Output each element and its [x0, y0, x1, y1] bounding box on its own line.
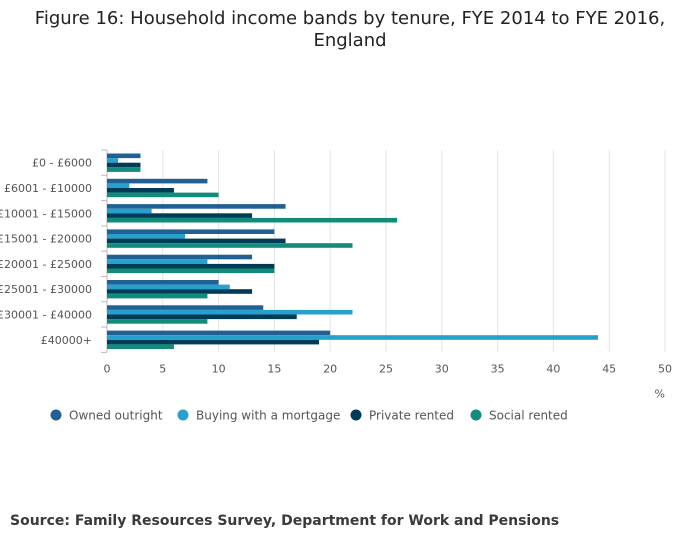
x-axis-label: % — [655, 387, 665, 400]
x-tick-label: 10 — [212, 362, 226, 375]
legend-marker — [350, 409, 362, 421]
y-tick-label: £15001 - £20000 — [0, 233, 92, 246]
bar-social-rented — [107, 217, 398, 223]
bar-buying-with-a-mortgage — [107, 183, 130, 188]
x-tick-label: 30 — [435, 362, 449, 375]
bar-private-rented — [107, 289, 253, 294]
bar-buying-with-a-mortgage — [107, 259, 208, 264]
legend-marker — [50, 409, 62, 421]
bar-private-rented — [107, 238, 286, 244]
bar-private-rented — [107, 162, 141, 168]
legend-label: Owned outright — [69, 409, 163, 423]
x-tick-label: 35 — [491, 362, 505, 375]
bar-owned-outright — [107, 254, 253, 260]
x-tick-label: 0 — [104, 362, 111, 375]
bar-social-rented — [107, 293, 208, 299]
bar-buying-with-a-mortgage — [107, 208, 152, 214]
bar-social-rented — [107, 344, 174, 349]
legend-marker — [470, 409, 482, 421]
bar-owned-outright — [107, 305, 264, 310]
x-tick-label: 40 — [546, 362, 560, 375]
x-tick-label: 25 — [379, 362, 393, 375]
y-tick-label: £0 - £6000 — [32, 157, 92, 170]
y-tick-label: £6001 - £10000 — [4, 182, 92, 195]
y-tick-label: £40000+ — [41, 334, 92, 347]
bar-owned-outright — [107, 178, 208, 184]
y-tick-label: £25001 - £30000 — [0, 283, 92, 296]
bar-buying-with-a-mortgage — [107, 234, 186, 239]
bar-social-rented — [107, 167, 141, 172]
legend-label: Social rented — [489, 409, 568, 423]
bar-owned-outright — [107, 153, 141, 159]
chart-title: Figure 16: Household income bands by ten… — [0, 8, 700, 52]
bar-owned-outright — [107, 280, 219, 285]
bar-buying-with-a-mortgage — [107, 335, 599, 340]
legend-label: Private rented — [369, 409, 454, 423]
legend-label: Buying with a mortgage — [196, 409, 340, 423]
legend-marker — [177, 409, 189, 421]
y-tick-label: £20001 - £25000 — [0, 258, 92, 271]
x-tick-label: 50 — [658, 362, 672, 375]
bar-buying-with-a-mortgage — [107, 284, 230, 290]
bar-private-rented — [107, 263, 275, 269]
bar-private-rented — [107, 314, 297, 320]
bar-owned-outright — [107, 330, 331, 336]
bar-social-rented — [107, 268, 275, 274]
y-tick-label: £10001 - £15000 — [0, 207, 92, 220]
source-note: Source: Family Resources Survey, Departm… — [10, 513, 560, 529]
bar-private-rented — [107, 213, 253, 218]
bar-social-rented — [107, 243, 353, 248]
x-tick-label: 15 — [267, 362, 281, 375]
bar-social-rented — [107, 319, 208, 324]
chart-title-line-2: England — [313, 30, 387, 51]
x-tick-label: 45 — [602, 362, 616, 375]
x-tick-label: 5 — [159, 362, 166, 375]
bar-buying-with-a-mortgage — [107, 309, 353, 315]
bar-private-rented — [107, 188, 174, 193]
bar-owned-outright — [107, 229, 275, 234]
bar-private-rented — [107, 339, 320, 345]
bar-owned-outright — [107, 204, 286, 209]
bar-social-rented — [107, 192, 219, 198]
chart-title-line-1: Figure 16: Household income bands by ten… — [34, 8, 666, 29]
bar-buying-with-a-mortgage — [107, 158, 119, 163]
x-tick-label: 20 — [323, 362, 337, 375]
y-tick-label: £30001 - £40000 — [0, 308, 92, 321]
